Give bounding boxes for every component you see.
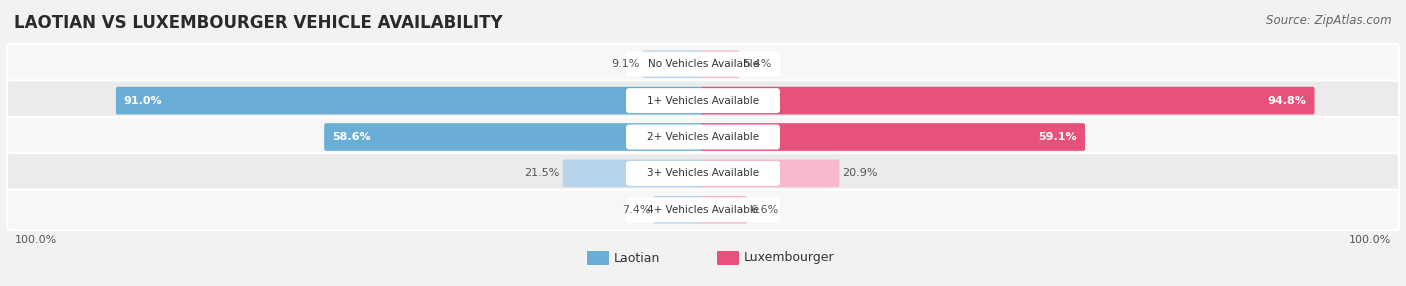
Text: 100.0%: 100.0% bbox=[1348, 235, 1391, 245]
FancyBboxPatch shape bbox=[643, 50, 704, 78]
FancyBboxPatch shape bbox=[626, 197, 780, 222]
FancyBboxPatch shape bbox=[7, 153, 1399, 194]
Text: 6.6%: 6.6% bbox=[751, 205, 779, 215]
Text: 3+ Vehicles Available: 3+ Vehicles Available bbox=[647, 168, 759, 178]
FancyBboxPatch shape bbox=[325, 123, 704, 151]
FancyBboxPatch shape bbox=[7, 190, 1399, 230]
FancyBboxPatch shape bbox=[717, 251, 740, 265]
Text: 2+ Vehicles Available: 2+ Vehicles Available bbox=[647, 132, 759, 142]
Text: Luxembourger: Luxembourger bbox=[744, 251, 835, 265]
Text: 4+ Vehicles Available: 4+ Vehicles Available bbox=[647, 205, 759, 215]
Text: 1+ Vehicles Available: 1+ Vehicles Available bbox=[647, 96, 759, 106]
Text: Laotian: Laotian bbox=[614, 251, 661, 265]
Text: No Vehicles Available: No Vehicles Available bbox=[648, 59, 758, 69]
FancyBboxPatch shape bbox=[586, 251, 609, 265]
Text: 7.4%: 7.4% bbox=[621, 205, 651, 215]
FancyBboxPatch shape bbox=[626, 124, 780, 150]
Text: 94.8%: 94.8% bbox=[1268, 96, 1306, 106]
FancyBboxPatch shape bbox=[702, 50, 740, 78]
FancyBboxPatch shape bbox=[7, 44, 1399, 84]
Text: 59.1%: 59.1% bbox=[1039, 132, 1077, 142]
Text: 20.9%: 20.9% bbox=[842, 168, 877, 178]
Text: 21.5%: 21.5% bbox=[524, 168, 560, 178]
Text: 5.4%: 5.4% bbox=[742, 59, 770, 69]
Text: LAOTIAN VS LUXEMBOURGER VEHICLE AVAILABILITY: LAOTIAN VS LUXEMBOURGER VEHICLE AVAILABI… bbox=[14, 14, 502, 32]
FancyBboxPatch shape bbox=[626, 161, 780, 186]
FancyBboxPatch shape bbox=[702, 87, 1315, 114]
Text: 91.0%: 91.0% bbox=[124, 96, 163, 106]
FancyBboxPatch shape bbox=[702, 196, 748, 224]
FancyBboxPatch shape bbox=[702, 160, 839, 187]
FancyBboxPatch shape bbox=[626, 88, 780, 113]
FancyBboxPatch shape bbox=[7, 80, 1399, 121]
Text: 100.0%: 100.0% bbox=[15, 235, 58, 245]
FancyBboxPatch shape bbox=[7, 117, 1399, 157]
Text: 9.1%: 9.1% bbox=[612, 59, 640, 69]
FancyBboxPatch shape bbox=[626, 52, 780, 77]
FancyBboxPatch shape bbox=[702, 123, 1085, 151]
FancyBboxPatch shape bbox=[562, 160, 704, 187]
FancyBboxPatch shape bbox=[654, 196, 704, 224]
Text: Source: ZipAtlas.com: Source: ZipAtlas.com bbox=[1267, 14, 1392, 27]
FancyBboxPatch shape bbox=[115, 87, 704, 114]
Text: 58.6%: 58.6% bbox=[332, 132, 371, 142]
